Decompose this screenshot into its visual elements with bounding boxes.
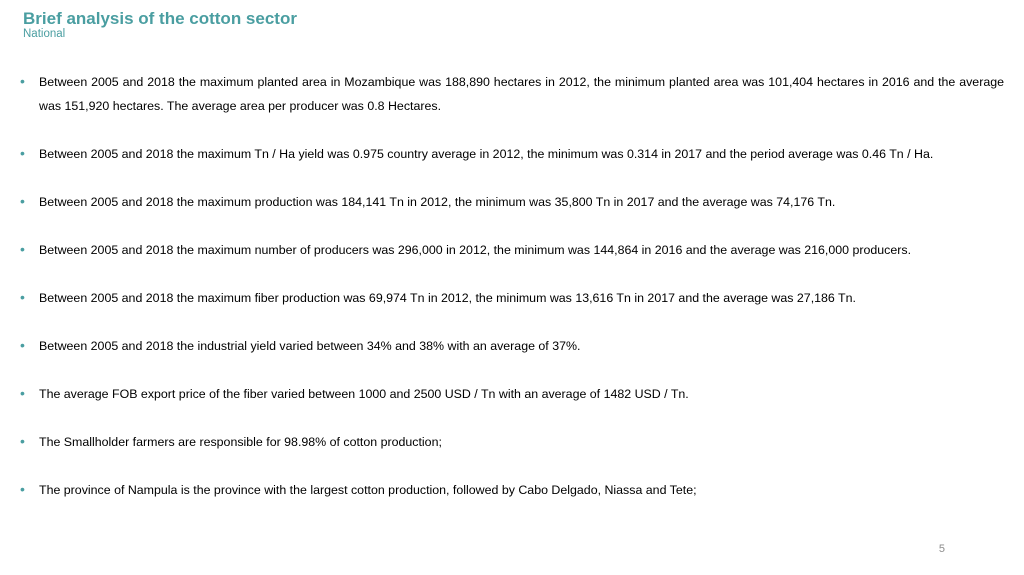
bullet-item-fiber-production: • Between 2005 and 2018 the maximum fibe… bbox=[20, 286, 1004, 310]
bullet-text: Between 2005 and 2018 the maximum produc… bbox=[39, 195, 836, 209]
bullet-item-producers: • Between 2005 and 2018 the maximum numb… bbox=[20, 238, 1004, 262]
bullet-text: Between 2005 and 2018 the maximum plante… bbox=[39, 75, 1004, 113]
bullet-marker: • bbox=[20, 193, 25, 209]
bullet-text: Between 2005 and 2018 the maximum number… bbox=[39, 243, 912, 257]
bullet-item-production: • Between 2005 and 2018 the maximum prod… bbox=[20, 190, 1004, 214]
bullet-item-nampula: • The province of Nampula is the provinc… bbox=[20, 478, 1004, 502]
slide-title: Brief analysis of the cotton sector bbox=[23, 9, 297, 28]
bullet-marker: • bbox=[20, 385, 25, 401]
bullet-text: Between 2005 and 2018 the industrial yie… bbox=[39, 339, 581, 353]
bullet-item-industrial-yield: • Between 2005 and 2018 the industrial y… bbox=[20, 334, 1004, 358]
bullet-list: • Between 2005 and 2018 the maximum plan… bbox=[20, 70, 1004, 502]
bullet-text: Between 2005 and 2018 the maximum fiber … bbox=[39, 291, 856, 305]
bullet-marker: • bbox=[20, 241, 25, 257]
bullet-marker: • bbox=[20, 337, 25, 353]
bullet-item-planted-area: • Between 2005 and 2018 the maximum plan… bbox=[20, 70, 1004, 118]
bullet-item-smallholders: • The Smallholder farmers are responsibl… bbox=[20, 430, 1004, 454]
bullet-marker: • bbox=[20, 433, 25, 449]
bullet-marker: • bbox=[20, 145, 25, 161]
bullet-marker: • bbox=[20, 289, 25, 305]
bullet-text: The average FOB export price of the fibe… bbox=[39, 387, 689, 401]
bullet-marker: • bbox=[20, 73, 25, 89]
bullet-item-yield: • Between 2005 and 2018 the maximum Tn /… bbox=[20, 142, 1004, 166]
slide-subtitle: National bbox=[23, 28, 66, 40]
bullet-item-fob-price: • The average FOB export price of the fi… bbox=[20, 382, 1004, 406]
bullet-marker: • bbox=[20, 481, 25, 497]
bullet-text: The Smallholder farmers are responsible … bbox=[39, 435, 442, 449]
page-number: 5 bbox=[938, 543, 945, 555]
bullet-text: The province of Nampula is the province … bbox=[39, 483, 697, 497]
bullet-text: Between 2005 and 2018 the maximum Tn / H… bbox=[39, 147, 934, 161]
